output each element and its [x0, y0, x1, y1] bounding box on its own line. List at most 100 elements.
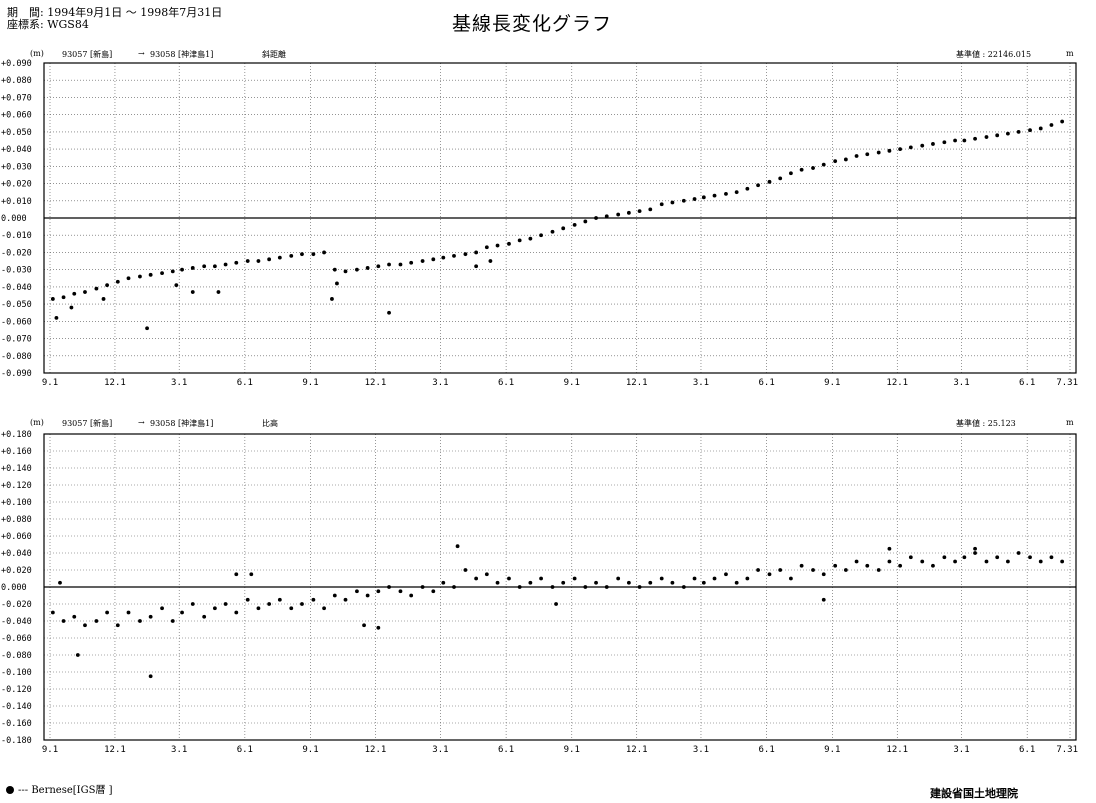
data-point [300, 252, 304, 257]
legend: --- Bernese[IGS暦 ] [6, 781, 113, 796]
data-point [212, 606, 217, 611]
data-point [115, 623, 120, 628]
period-value: 1994年9月1日 ～ 1998年7月31日 [47, 6, 223, 19]
data-point [908, 555, 913, 560]
x-tick-label: 12.1 [886, 378, 908, 388]
data-point [561, 580, 566, 585]
data-point [887, 148, 892, 153]
baseline-chart-panel-1: +0.090 +0.080 +0.070 +0.060 +0.050 +0.040 +0.0… [1, 59, 1078, 388]
data-point [234, 610, 239, 615]
data-point [701, 580, 706, 585]
data-point [908, 145, 913, 150]
data-point [126, 276, 131, 281]
data-point [463, 568, 468, 572]
data-point [376, 589, 381, 594]
panel2-component: 比高 [262, 419, 278, 428]
data-point [202, 264, 207, 269]
x-tick-label: 12.1 [626, 378, 648, 388]
x-tick-label: 6.1 [498, 378, 514, 388]
x-tick-label: 9.1 [564, 378, 580, 388]
x-tick-label: 9.1 [824, 745, 840, 755]
data-point [398, 589, 403, 594]
panel1-station-to: 93058 [神津島1] [150, 50, 214, 59]
data-point [724, 191, 728, 196]
panel1-station-from: 93057 [新島] [62, 50, 113, 59]
data-point [898, 147, 903, 152]
data-point [756, 568, 760, 572]
data-point [160, 606, 164, 611]
data-point [734, 580, 739, 585]
data-point [539, 233, 543, 238]
data-point [463, 252, 468, 257]
data-point [202, 614, 207, 619]
x-tick-label: 6.1 [498, 745, 514, 755]
data-point [724, 572, 728, 577]
y-tick-label: +0.140 [1, 464, 32, 474]
data-point [767, 572, 772, 577]
plot-frame [43, 62, 1077, 374]
data-point [920, 559, 925, 564]
data-point [973, 546, 977, 551]
data-point [58, 580, 62, 585]
data-point [190, 290, 195, 294]
x-tick-label: 9.1 [302, 378, 318, 388]
data-point [931, 563, 935, 568]
data-point [984, 135, 989, 139]
data-point [72, 614, 77, 619]
y-tick-label: +0.010 [1, 197, 32, 207]
data-point [1049, 555, 1054, 560]
data-point [887, 559, 892, 564]
x-tick-label: 9.1 [302, 745, 318, 755]
data-point [517, 238, 522, 243]
panel1-unit-label: (m) [30, 49, 44, 58]
y-tick-label: -0.140 [1, 702, 32, 712]
y-tick-label: -0.040 [1, 283, 32, 293]
data-point [594, 580, 598, 585]
x-tick-label: 9.1 [42, 378, 58, 388]
organization-name: 建設省国土地理院 [930, 787, 1018, 800]
data-point [277, 597, 282, 602]
data-point [517, 585, 522, 589]
data-point [148, 272, 153, 277]
data-point [973, 551, 977, 555]
data-point [583, 585, 588, 589]
x-tick-label: 3.1 [693, 378, 709, 388]
data-point [311, 597, 316, 602]
y-tick-label: -0.100 [1, 668, 32, 678]
data-point [245, 597, 250, 602]
data-point [216, 290, 221, 294]
data-point [973, 136, 977, 141]
data-point [420, 259, 425, 263]
data-point [223, 262, 228, 267]
data-point [234, 260, 239, 265]
data-point [212, 264, 217, 269]
panel1-component: 斜距離 [262, 50, 286, 59]
data-point [495, 243, 500, 248]
data-point [528, 580, 533, 585]
data-point [1060, 119, 1065, 124]
data-point [712, 576, 717, 581]
y-tick-label: -0.160 [1, 719, 32, 729]
data-point [83, 290, 87, 294]
panel1-reference-unit: m [1066, 49, 1074, 58]
y-tick-label: +0.120 [1, 481, 32, 491]
period-label: 期 間: [7, 6, 44, 19]
data-point [681, 585, 686, 589]
x-tick-label: 7.31 [1056, 378, 1078, 388]
x-tick-label: 9.1 [824, 378, 840, 388]
data-point [376, 625, 381, 630]
data-point [594, 216, 598, 220]
coordinate-system-line: 座標系: WGS84 [7, 19, 89, 31]
data-point [376, 264, 381, 269]
data-point [452, 585, 456, 589]
data-point [1006, 559, 1010, 564]
y-tick-label: +0.070 [1, 93, 32, 103]
data-point [1060, 559, 1065, 564]
data-point [101, 297, 106, 301]
data-point [387, 585, 391, 589]
y-tick-label: +0.080 [1, 76, 32, 86]
x-tick-label: 12.1 [886, 745, 908, 755]
y-tick-label: +0.040 [1, 549, 32, 559]
data-point [223, 602, 228, 606]
data-point [474, 264, 479, 269]
